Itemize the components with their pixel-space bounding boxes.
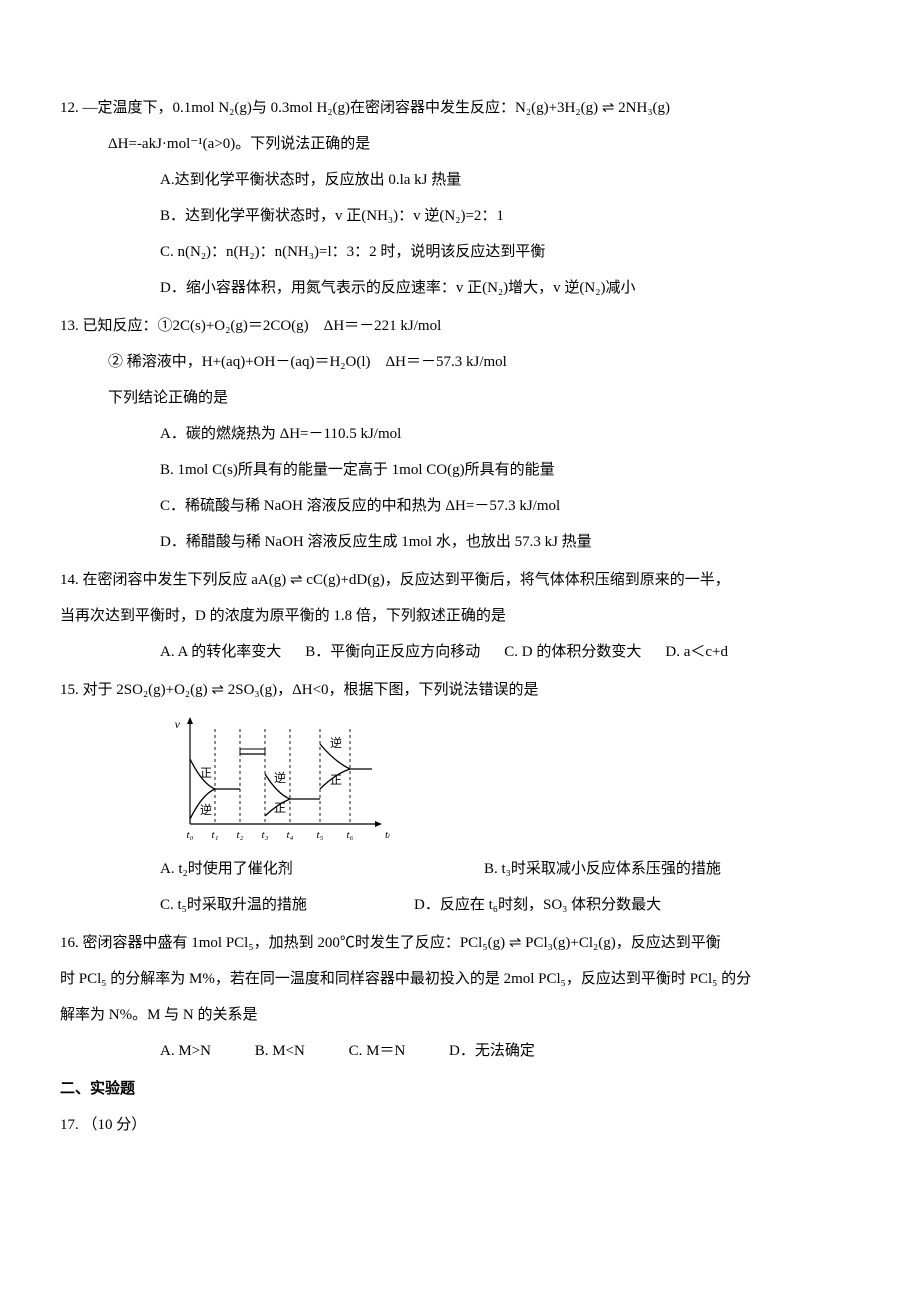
question-14: 14. 在密闭容中发生下列反应 aA(g) ⇌ cC(g)+dD(g)，反应达到… (60, 562, 860, 670)
q13-stem-line3: 下列结论正确的是 (60, 380, 860, 416)
q16-option-b: B. M<N (255, 1033, 305, 1069)
svg-text:正: 正 (274, 801, 286, 815)
q15-options-row2: C. t₅时采取升温的措施 D．反应在 t₆时刻，SO₃ 体积分数最大 (60, 887, 860, 923)
q13-stem-line1: 13. 已知反应：①2C(s)+O₂(g)＝2CO(g) ΔH＝－221 kJ/… (60, 308, 860, 344)
q15-option-c: C. t₅时采取升温的措施 (160, 887, 390, 923)
q15-option-d: D．反应在 t₆时刻，SO₃ 体积分数最大 (414, 887, 661, 923)
svg-text:正: 正 (200, 766, 212, 780)
q16-stem-line1: 16. 密闭容器中盛有 1mol PCl₅，加热到 200℃时发生了反应：PCl… (60, 925, 860, 961)
svg-text:t₄: t₄ (287, 829, 294, 841)
q15-options-row1: A. t₂时使用了催化剂 B. t₃时采取减小反应体系压强的措施 (60, 851, 860, 887)
q15-chart: t₀t₁t₂t₃t₄t₅t₆t/minv正逆逆正逆正 (60, 714, 860, 849)
q13-option-d: D．稀醋酸与稀 NaOH 溶液反应生成 1mol 水，也放出 57.3 kJ 热… (60, 524, 860, 560)
svg-text:t₅: t₅ (317, 829, 324, 841)
q15-stem1: 对于 2SO₂(g)+O₂(g) ⇌ 2SO₃(g)，ΔH<0，根据下图，下列说… (83, 682, 539, 698)
svg-text:t₁: t₁ (212, 829, 219, 841)
q15-option-b: B. t₃时采取减小反应体系压强的措施 (484, 851, 721, 887)
q14-option-b: B．平衡向正反应方向移动 (305, 634, 480, 670)
q13-option-c: C．稀硫酸与稀 NaOH 溶液反应的中和热为 ΔH=－57.3 kJ/mol (60, 488, 860, 524)
q15-option-a: A. t₂时使用了催化剂 (160, 851, 460, 887)
rate-time-chart: t₀t₁t₂t₃t₄t₅t₆t/minv正逆逆正逆正 (160, 714, 390, 849)
svg-text:正: 正 (330, 773, 342, 787)
q17-stem: （10 分） (83, 1117, 147, 1133)
q13-number: 13. (60, 318, 79, 334)
q16-number: 16. (60, 935, 79, 951)
svg-text:t₀: t₀ (187, 829, 194, 841)
q14-stem-line1: 14. 在密闭容中发生下列反应 aA(g) ⇌ cC(g)+dD(g)，反应达到… (60, 562, 860, 598)
q12-stem-line2: ΔH=-akJ·mol⁻¹(a>0)。下列说法正确的是 (60, 126, 860, 162)
svg-text:t₃: t₃ (262, 829, 269, 841)
question-13: 13. 已知反应：①2C(s)+O₂(g)＝2CO(g) ΔH＝－221 kJ/… (60, 308, 860, 560)
svg-text:逆: 逆 (330, 735, 342, 750)
q13-option-b: B. 1mol C(s)所具有的能量一定高于 1mol CO(g)所具有的能量 (60, 452, 860, 488)
svg-text:逆: 逆 (200, 802, 212, 817)
question-17: 17. （10 分） (60, 1107, 860, 1143)
q16-stem1: 密闭容器中盛有 1mol PCl₅，加热到 200℃时发生了反应：PCl₅(g)… (83, 935, 721, 951)
q12-stem1: —定温度下，0.1mol N₂(g)与 0.3mol H₂(g)在密闭容器中发生… (83, 100, 671, 116)
q14-stem-line2: 当再次达到平衡时，D 的浓度为原平衡的 1.8 倍，下列叙述正确的是 (60, 598, 860, 634)
q16-option-d: D．无法确定 (449, 1033, 535, 1069)
q13-option-a: A．碳的燃烧热为 ΔH=－110.5 kJ/mol (60, 416, 860, 452)
q14-options: A. A 的转化率变大 B．平衡向正反应方向移动 C. D 的体积分数变大 D.… (60, 634, 860, 670)
q16-stem-line3: 解率为 N%。M 与 N 的关系是 (60, 997, 860, 1033)
q14-option-c: C. D 的体积分数变大 (504, 634, 641, 670)
q14-number: 14. (60, 572, 79, 588)
q13-stem1: 已知反应：①2C(s)+O₂(g)＝2CO(g) ΔH＝－221 kJ/mol (83, 318, 442, 334)
question-16: 16. 密闭容器中盛有 1mol PCl₅，加热到 200℃时发生了反应：PCl… (60, 925, 860, 1069)
svg-text:逆: 逆 (274, 770, 286, 785)
svg-text:t₆: t₆ (347, 829, 354, 841)
q13-stem-line2: ② 稀溶液中，H+(aq)+OH－(aq)＝H₂O(l) ΔH＝－57.3 kJ… (60, 344, 860, 380)
q17-line: 17. （10 分） (60, 1107, 860, 1143)
q12-option-c: C. n(N₂)：n(H₂)：n(NH₃)=l：3：2 时，说明该反应达到平衡 (60, 234, 860, 270)
q14-option-d: D. a＜c+d (665, 634, 728, 670)
q15-number: 15. (60, 682, 79, 698)
q15-stem-line1: 15. 对于 2SO₂(g)+O₂(g) ⇌ 2SO₃(g)，ΔH<0，根据下图… (60, 672, 860, 708)
q16-stem-line2: 时 PCl₅ 的分解率为 M%，若在同一温度和同样容器中最初投入的是 2mol … (60, 961, 860, 997)
q16-options: A. M>N B. M<N C. M＝N D．无法确定 (60, 1033, 860, 1069)
q14-stem1: 在密闭容中发生下列反应 aA(g) ⇌ cC(g)+dD(g)，反应达到平衡后，… (83, 572, 730, 588)
section-2-header: 二、实验题 (60, 1071, 860, 1107)
q12-stem-line1: 12. —定温度下，0.1mol N₂(g)与 0.3mol H₂(g)在密闭容… (60, 90, 860, 126)
q14-option-a: A. A 的转化率变大 (160, 634, 281, 670)
q17-number: 17. (60, 1117, 79, 1133)
q12-option-b: B．达到化学平衡状态时，v 正(NH₃)：v 逆(N₂)=2：1 (60, 198, 860, 234)
question-15: 15. 对于 2SO₂(g)+O₂(g) ⇌ 2SO₃(g)，ΔH<0，根据下图… (60, 672, 860, 923)
question-12: 12. —定温度下，0.1mol N₂(g)与 0.3mol H₂(g)在密闭容… (60, 90, 860, 306)
q16-option-a: A. M>N (160, 1033, 211, 1069)
q12-number: 12. (60, 100, 79, 116)
q12-option-d: D．缩小容器体积，用氮气表示的反应速率：v 正(N₂)增大，v 逆(N₂)减小 (60, 270, 860, 306)
q12-option-a: A.达到化学平衡状态时，反应放出 0.la kJ 热量 (60, 162, 860, 198)
svg-text:t₂: t₂ (237, 829, 244, 841)
svg-text:v: v (175, 717, 181, 731)
q16-option-c: C. M＝N (349, 1033, 406, 1069)
svg-text:t/min: t/min (385, 829, 390, 841)
